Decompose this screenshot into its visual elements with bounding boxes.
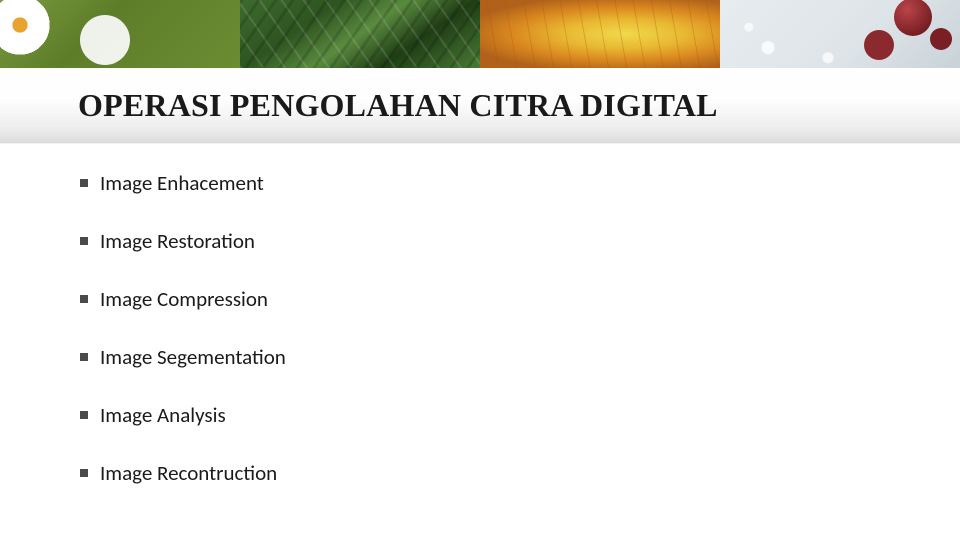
bullet-text: Image Enhacement bbox=[100, 170, 264, 196]
bullet-marker-icon bbox=[80, 237, 88, 245]
bullet-marker-icon bbox=[80, 469, 88, 477]
list-item: Image Compression bbox=[80, 286, 960, 312]
banner-segment-leaf bbox=[480, 0, 720, 68]
bullet-text: Image Restoration bbox=[100, 228, 255, 254]
bullet-text: Image Recontruction bbox=[100, 460, 277, 486]
banner-segment-berry bbox=[720, 0, 960, 68]
slide-title: OPERASI PENGOLAHAN CITRA DIGITAL bbox=[78, 87, 718, 124]
list-item: Image Recontruction bbox=[80, 460, 960, 486]
banner-segment-palm bbox=[240, 0, 480, 68]
list-item: Image Restoration bbox=[80, 228, 960, 254]
banner-segment-daisy bbox=[0, 0, 240, 68]
list-item: Image Analysis bbox=[80, 402, 960, 428]
list-item: Image Segementation bbox=[80, 344, 960, 370]
header-banner bbox=[0, 0, 960, 68]
bullet-marker-icon bbox=[80, 179, 88, 187]
bullet-marker-icon bbox=[80, 295, 88, 303]
bullet-marker-icon bbox=[80, 353, 88, 361]
bullet-marker-icon bbox=[80, 411, 88, 419]
bullet-text: Image Segementation bbox=[100, 344, 286, 370]
bullet-text: Image Compression bbox=[100, 286, 268, 312]
content-area: Image Enhacement Image Restoration Image… bbox=[0, 144, 960, 486]
list-item: Image Enhacement bbox=[80, 170, 960, 196]
title-bar: OPERASI PENGOLAHAN CITRA DIGITAL bbox=[0, 68, 960, 144]
bullet-text: Image Analysis bbox=[100, 402, 226, 428]
